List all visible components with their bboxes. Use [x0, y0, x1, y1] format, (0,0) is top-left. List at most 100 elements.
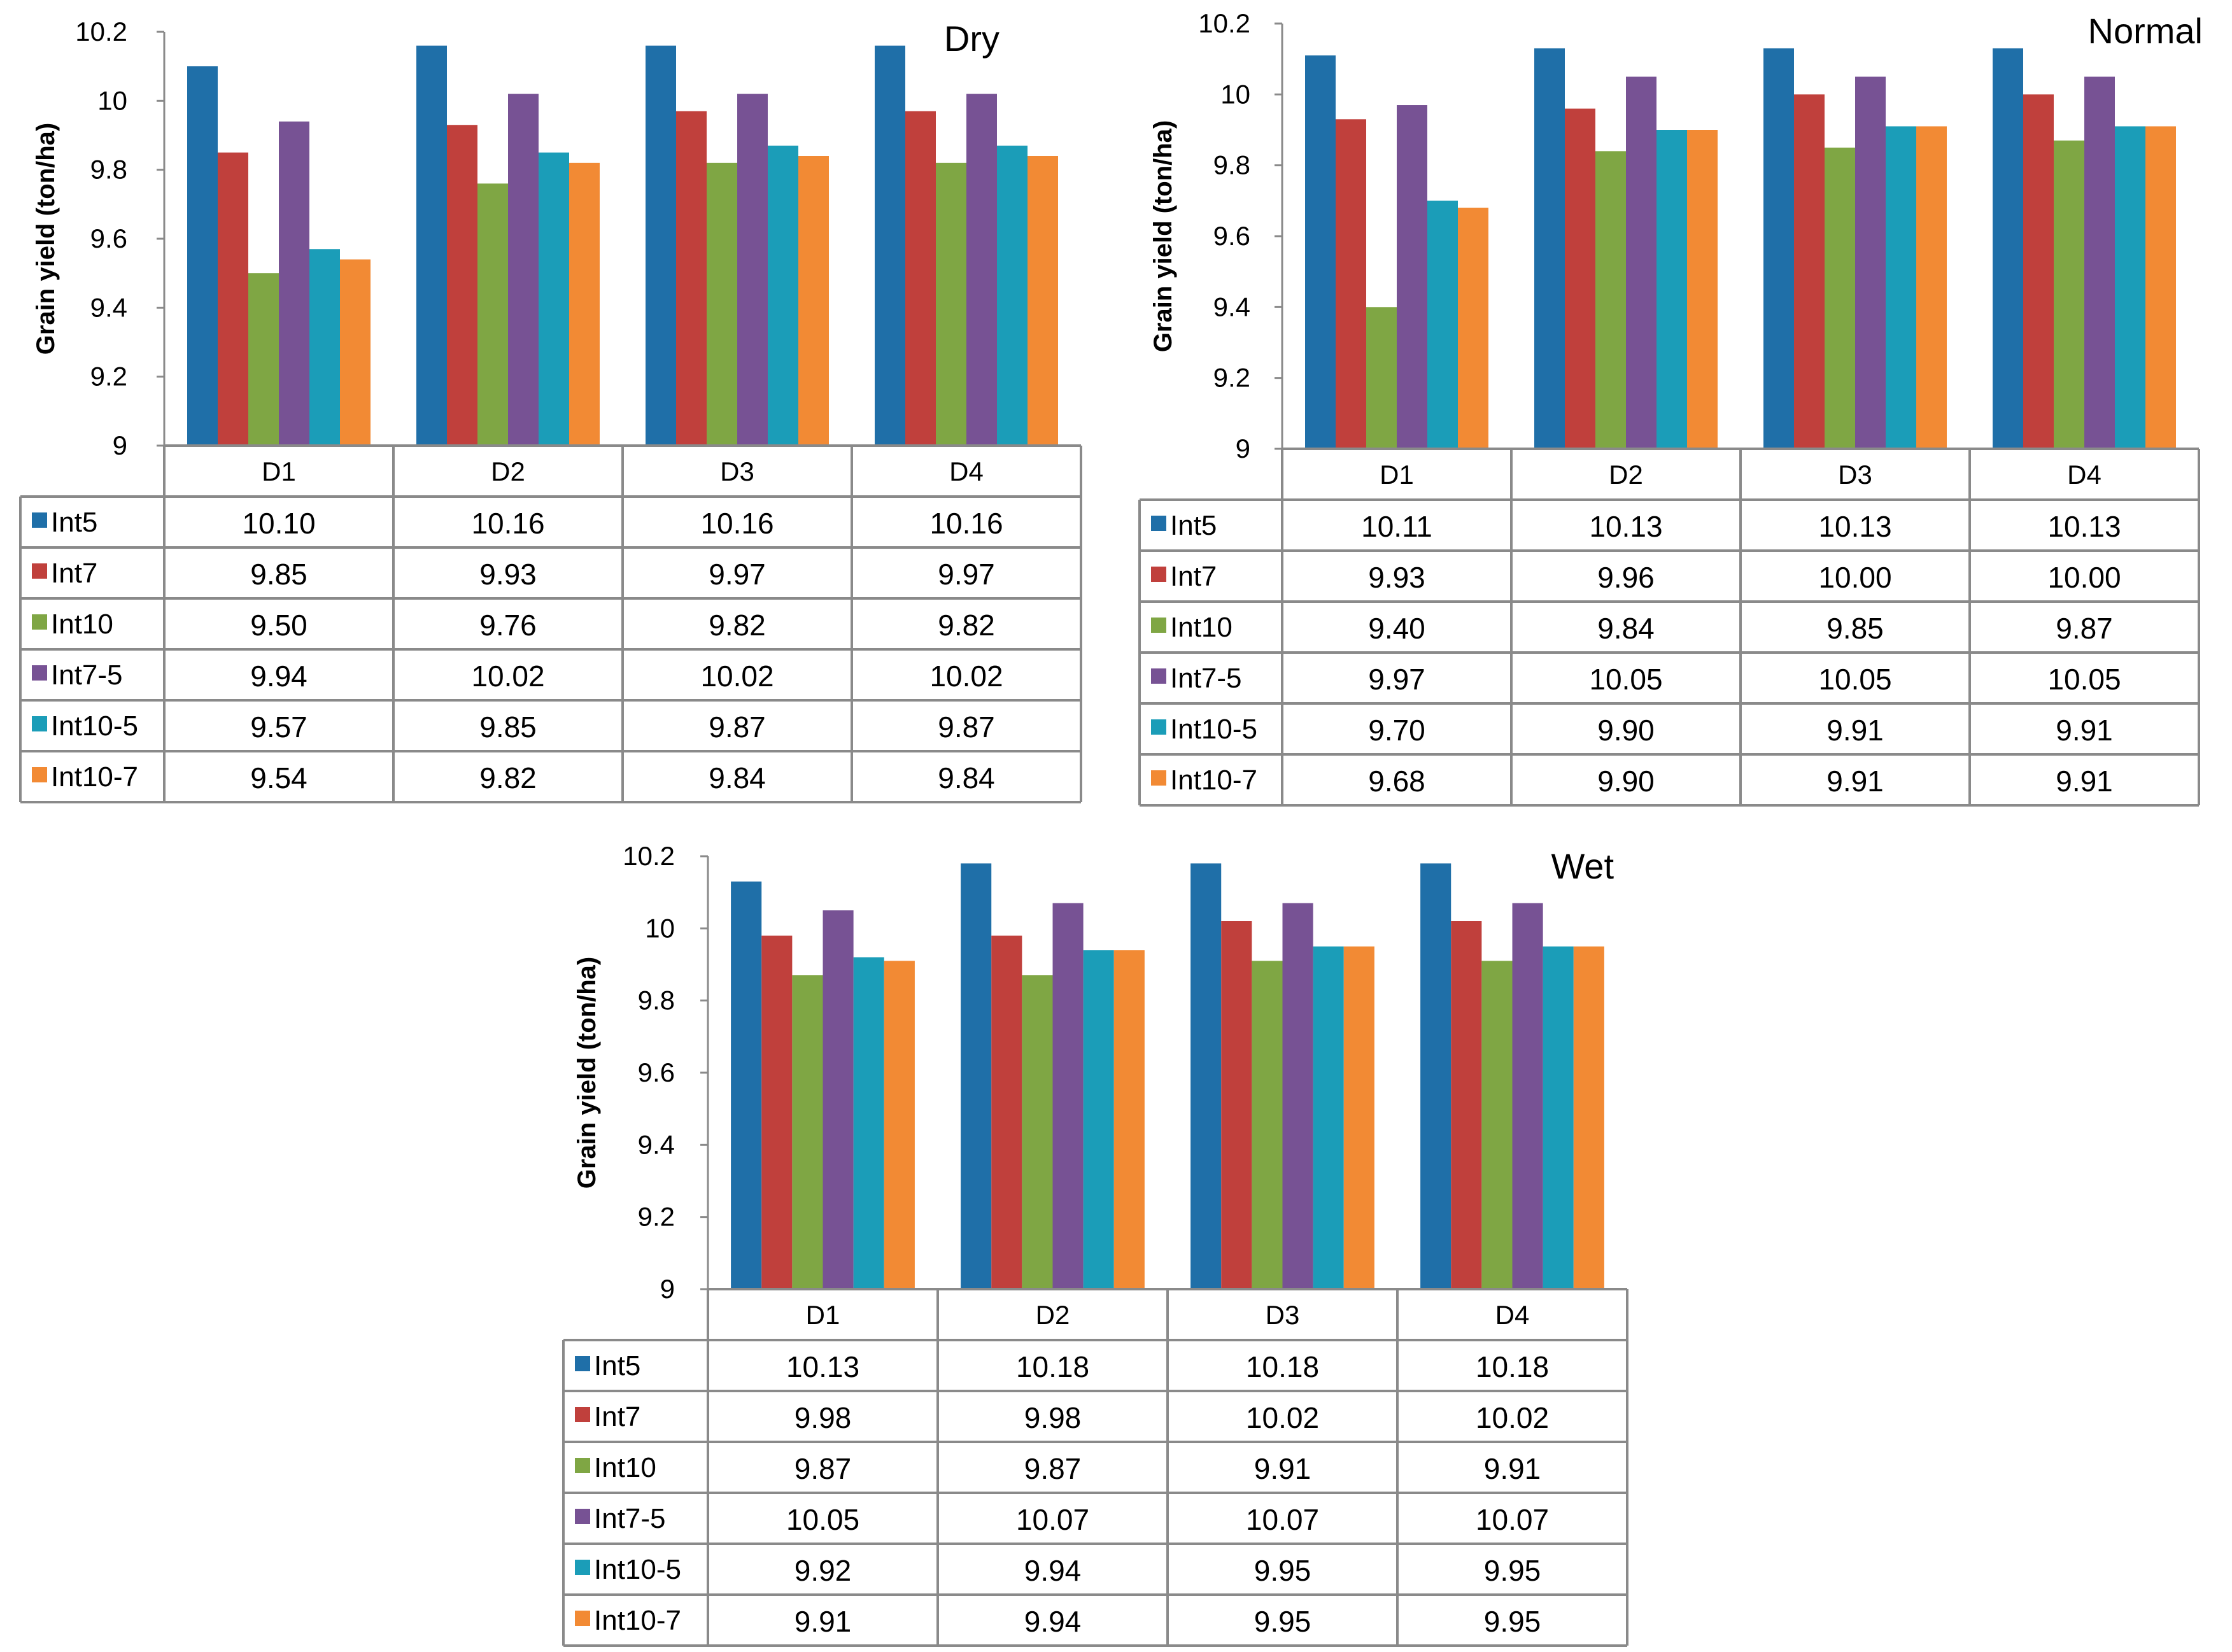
data-label: 10.05 — [1589, 663, 1662, 696]
data-label: 9.87 — [2056, 612, 2113, 645]
bar-int10-7-d1 — [340, 259, 371, 446]
bar-int10-d1 — [792, 975, 823, 1289]
y-tick-label: 9.4 — [1213, 292, 1250, 321]
bar-int7-d1 — [1336, 119, 1366, 449]
bar-int10-7-d4 — [1573, 946, 1604, 1289]
y-axis-label: Grain yield (ton/ha) — [573, 957, 601, 1189]
bar-int10-d3 — [1252, 961, 1283, 1289]
bar-int10-7-d1 — [884, 961, 915, 1289]
data-label: 10.02 — [700, 660, 773, 693]
y-tick-label: 10 — [645, 913, 675, 943]
data-label: 9.93 — [479, 558, 537, 591]
x-category-label: D3 — [720, 456, 754, 486]
bar-int7-d4 — [905, 111, 936, 446]
data-label: 9.91 — [1826, 765, 1884, 798]
data-label: 10.07 — [1016, 1503, 1089, 1536]
data-label: 10.05 — [786, 1503, 859, 1536]
data-label: 9.84 — [709, 761, 766, 794]
bar-int10-5-d4 — [997, 145, 1028, 446]
bar-int7-d1 — [218, 152, 248, 446]
bar-int10-d3 — [1825, 147, 1855, 449]
legend-swatch-int7-5 — [32, 665, 47, 681]
bar-int10-5-d1 — [309, 249, 340, 446]
data-label: 10.00 — [2047, 561, 2121, 594]
bar-int5-d4 — [1420, 863, 1452, 1289]
legend-swatch-int7 — [575, 1407, 590, 1422]
x-category-label: D4 — [2067, 460, 2101, 490]
bar-int7-d3 — [676, 111, 707, 446]
data-label: 9.85 — [250, 558, 307, 591]
bar-int5-d1 — [1305, 55, 1336, 449]
data-label: 9.95 — [1484, 1554, 1541, 1587]
y-tick-label: 10 — [97, 85, 127, 115]
bar-int10-d3 — [707, 162, 737, 446]
bar-int10-7-d2 — [569, 162, 600, 446]
bar-int7-d2 — [447, 125, 477, 446]
legend-label: Int5 — [594, 1350, 640, 1381]
bar-int10-5-d4 — [2115, 126, 2145, 449]
bar-int10-d1 — [248, 273, 279, 446]
x-category-label: D1 — [262, 456, 296, 486]
legend-swatch-int7-5 — [1151, 668, 1166, 684]
legend-label: Int10-7 — [51, 761, 138, 793]
bar-int10-7-d3 — [1916, 126, 1947, 449]
bar-int10-d2 — [477, 183, 508, 446]
bar-int10-5-d1 — [1427, 201, 1458, 449]
x-category-label: D2 — [1609, 460, 1643, 490]
data-label: 10.10 — [242, 507, 315, 540]
bar-int7-5-d4 — [1512, 903, 1543, 1289]
data-label: 10.13 — [1818, 510, 1891, 543]
data-label: 9.91 — [795, 1605, 852, 1638]
x-category-label: D1 — [806, 1300, 840, 1330]
data-label: 10.18 — [1016, 1350, 1089, 1383]
bar-int7-5-d2 — [1052, 903, 1084, 1289]
data-label: 9.85 — [479, 710, 537, 744]
bar-int5-d3 — [1763, 48, 1794, 449]
y-axis-label: Grain yield (ton/ha) — [32, 123, 60, 355]
bar-int7-5-d3 — [1282, 903, 1313, 1289]
bar-int10-d2 — [1595, 151, 1626, 449]
data-label: 9.57 — [250, 710, 307, 744]
data-label: 9.97 — [1368, 663, 1425, 696]
bar-int10-5-d3 — [1313, 946, 1344, 1289]
bar-int5-d3 — [1190, 863, 1222, 1289]
legend-swatch-int10-5 — [575, 1560, 590, 1575]
data-label: 10.16 — [700, 507, 773, 540]
data-label: 9.70 — [1368, 714, 1425, 747]
data-label: 9.82 — [479, 761, 537, 794]
data-label: 9.82 — [709, 609, 766, 642]
chart-title: Normal — [2088, 11, 2203, 51]
legend-label: Int10-5 — [51, 710, 138, 742]
legend-swatch-int7 — [32, 563, 47, 579]
data-label: 9.96 — [1597, 561, 1655, 594]
data-label: 9.54 — [250, 761, 307, 794]
bar-int7-5-d1 — [279, 121, 309, 446]
data-label: 9.91 — [1484, 1452, 1541, 1485]
legend-label: Int5 — [1170, 510, 1217, 541]
legend-label: Int5 — [51, 507, 97, 538]
legend-swatch-int5 — [575, 1356, 590, 1371]
data-label: 10.16 — [471, 507, 544, 540]
legend-label: Int10 — [51, 609, 113, 640]
data-label: 9.95 — [1484, 1605, 1541, 1638]
bar-int7-5-d4 — [966, 94, 997, 446]
y-tick-label: 9.2 — [638, 1202, 675, 1232]
data-label: 10.02 — [1476, 1401, 1549, 1434]
y-tick-label: 9 — [660, 1274, 675, 1304]
legend-swatch-int10-7 — [575, 1611, 590, 1626]
bar-int7-d3 — [1221, 921, 1252, 1289]
y-tick-label: 9.4 — [90, 292, 127, 322]
legend-swatch-int10 — [575, 1458, 590, 1473]
legend-label: Int7-5 — [594, 1503, 666, 1534]
y-tick-label: 10.2 — [75, 17, 127, 46]
legend-swatch-int5 — [32, 512, 47, 528]
bar-int10-d2 — [1022, 975, 1053, 1289]
bar-int7-5-d1 — [1397, 105, 1427, 449]
bar-int7-5-d2 — [508, 94, 539, 446]
data-label: 9.91 — [1826, 714, 1884, 747]
y-tick-label: 9 — [113, 430, 127, 460]
data-label: 9.87 — [795, 1452, 852, 1485]
data-label: 10.07 — [1476, 1503, 1549, 1536]
bar-int7-d4 — [2023, 94, 2054, 449]
data-label: 9.94 — [1024, 1554, 1082, 1587]
